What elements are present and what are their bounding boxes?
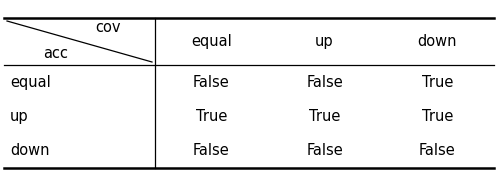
Text: True: True — [196, 109, 227, 124]
Text: up: up — [10, 109, 28, 124]
Text: down: down — [10, 143, 49, 158]
Text: False: False — [193, 143, 230, 158]
Text: True: True — [309, 109, 340, 124]
Text: False: False — [193, 75, 230, 90]
Text: True: True — [422, 75, 453, 90]
Text: False: False — [306, 75, 343, 90]
Text: down: down — [418, 34, 457, 49]
Text: False: False — [306, 143, 343, 158]
Text: acc: acc — [43, 46, 68, 61]
Text: True: True — [422, 109, 453, 124]
Text: equal: equal — [191, 34, 232, 49]
Text: cov: cov — [95, 20, 120, 35]
Text: False: False — [419, 143, 456, 158]
Text: equal: equal — [10, 75, 51, 90]
Text: up: up — [315, 34, 334, 49]
